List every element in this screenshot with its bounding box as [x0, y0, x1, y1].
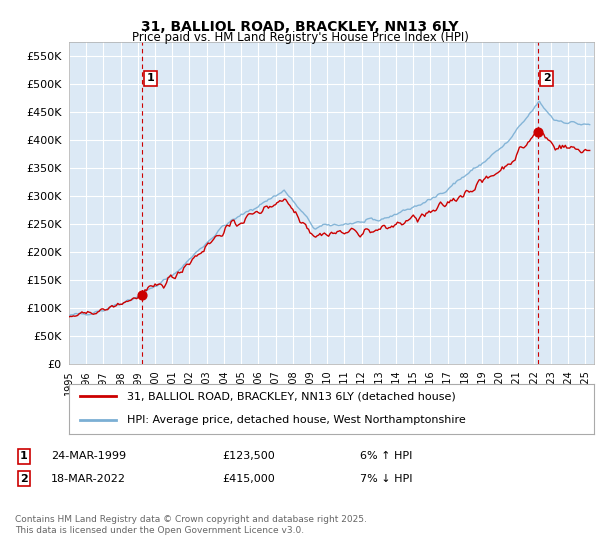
Text: £415,000: £415,000: [222, 474, 275, 484]
Text: 31, BALLIOL ROAD, BRACKLEY, NN13 6LY: 31, BALLIOL ROAD, BRACKLEY, NN13 6LY: [141, 20, 459, 34]
Text: 1: 1: [20, 451, 28, 461]
Text: 2: 2: [543, 73, 550, 83]
Text: £123,500: £123,500: [222, 451, 275, 461]
Point: [533, 127, 542, 136]
Text: 6% ↑ HPI: 6% ↑ HPI: [360, 451, 412, 461]
Text: 1: 1: [147, 73, 155, 83]
Text: 24-MAR-1999: 24-MAR-1999: [51, 451, 126, 461]
Text: Contains HM Land Registry data © Crown copyright and database right 2025.
This d: Contains HM Land Registry data © Crown c…: [15, 515, 367, 535]
Text: 7% ↓ HPI: 7% ↓ HPI: [360, 474, 413, 484]
Text: 2: 2: [20, 474, 28, 484]
Text: 31, BALLIOL ROAD, BRACKLEY, NN13 6LY (detached house): 31, BALLIOL ROAD, BRACKLEY, NN13 6LY (de…: [127, 391, 455, 401]
Point: [137, 290, 146, 299]
Text: HPI: Average price, detached house, West Northamptonshire: HPI: Average price, detached house, West…: [127, 415, 466, 425]
Text: 18-MAR-2022: 18-MAR-2022: [51, 474, 126, 484]
Text: Price paid vs. HM Land Registry's House Price Index (HPI): Price paid vs. HM Land Registry's House …: [131, 31, 469, 44]
